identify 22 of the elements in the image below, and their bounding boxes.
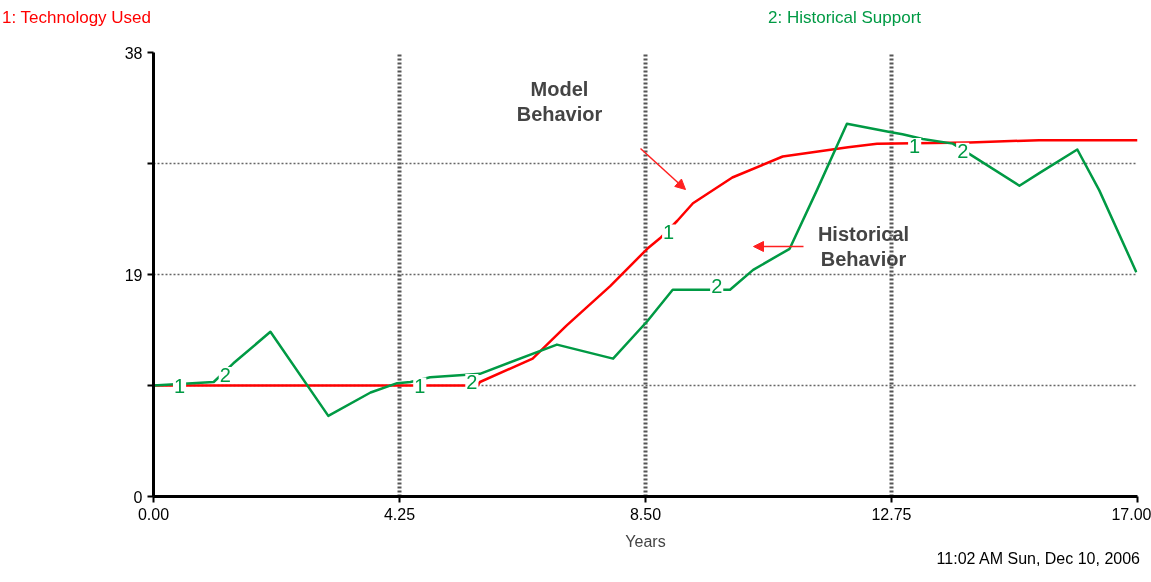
annotation: 2 (466, 370, 478, 393)
x-tick-label: 0.00 (137, 505, 170, 523)
annotation: 2 (711, 275, 723, 298)
annotation: Historical Behavior (817, 222, 910, 271)
annotation: 2 (957, 139, 969, 162)
annotation: 2 (219, 363, 231, 386)
annotation: 1 (414, 374, 426, 397)
y-tick-label: 19 (124, 266, 143, 284)
y-tick-label: 38 (124, 44, 143, 62)
annotation: 1 (173, 374, 186, 397)
annotation: 1 (909, 134, 921, 157)
x-axis-title: Years (625, 532, 666, 550)
text: 2: Historical Support (768, 7, 922, 29)
text: 11:02 AM Sun, Dec 10, 2006 (935, 549, 1140, 569)
annotation: Model Behavior (516, 77, 603, 126)
x-tick-label: 4.25 (383, 505, 416, 523)
x-tick-label: 8.50 (629, 505, 662, 523)
x-tick-label: 17.00 (1111, 505, 1151, 523)
annotation: 1 (663, 221, 675, 244)
text: 1: Technology Used (2, 7, 152, 29)
x-tick-label: 12.75 (871, 505, 912, 523)
y-tick-label: 0 (133, 488, 143, 506)
